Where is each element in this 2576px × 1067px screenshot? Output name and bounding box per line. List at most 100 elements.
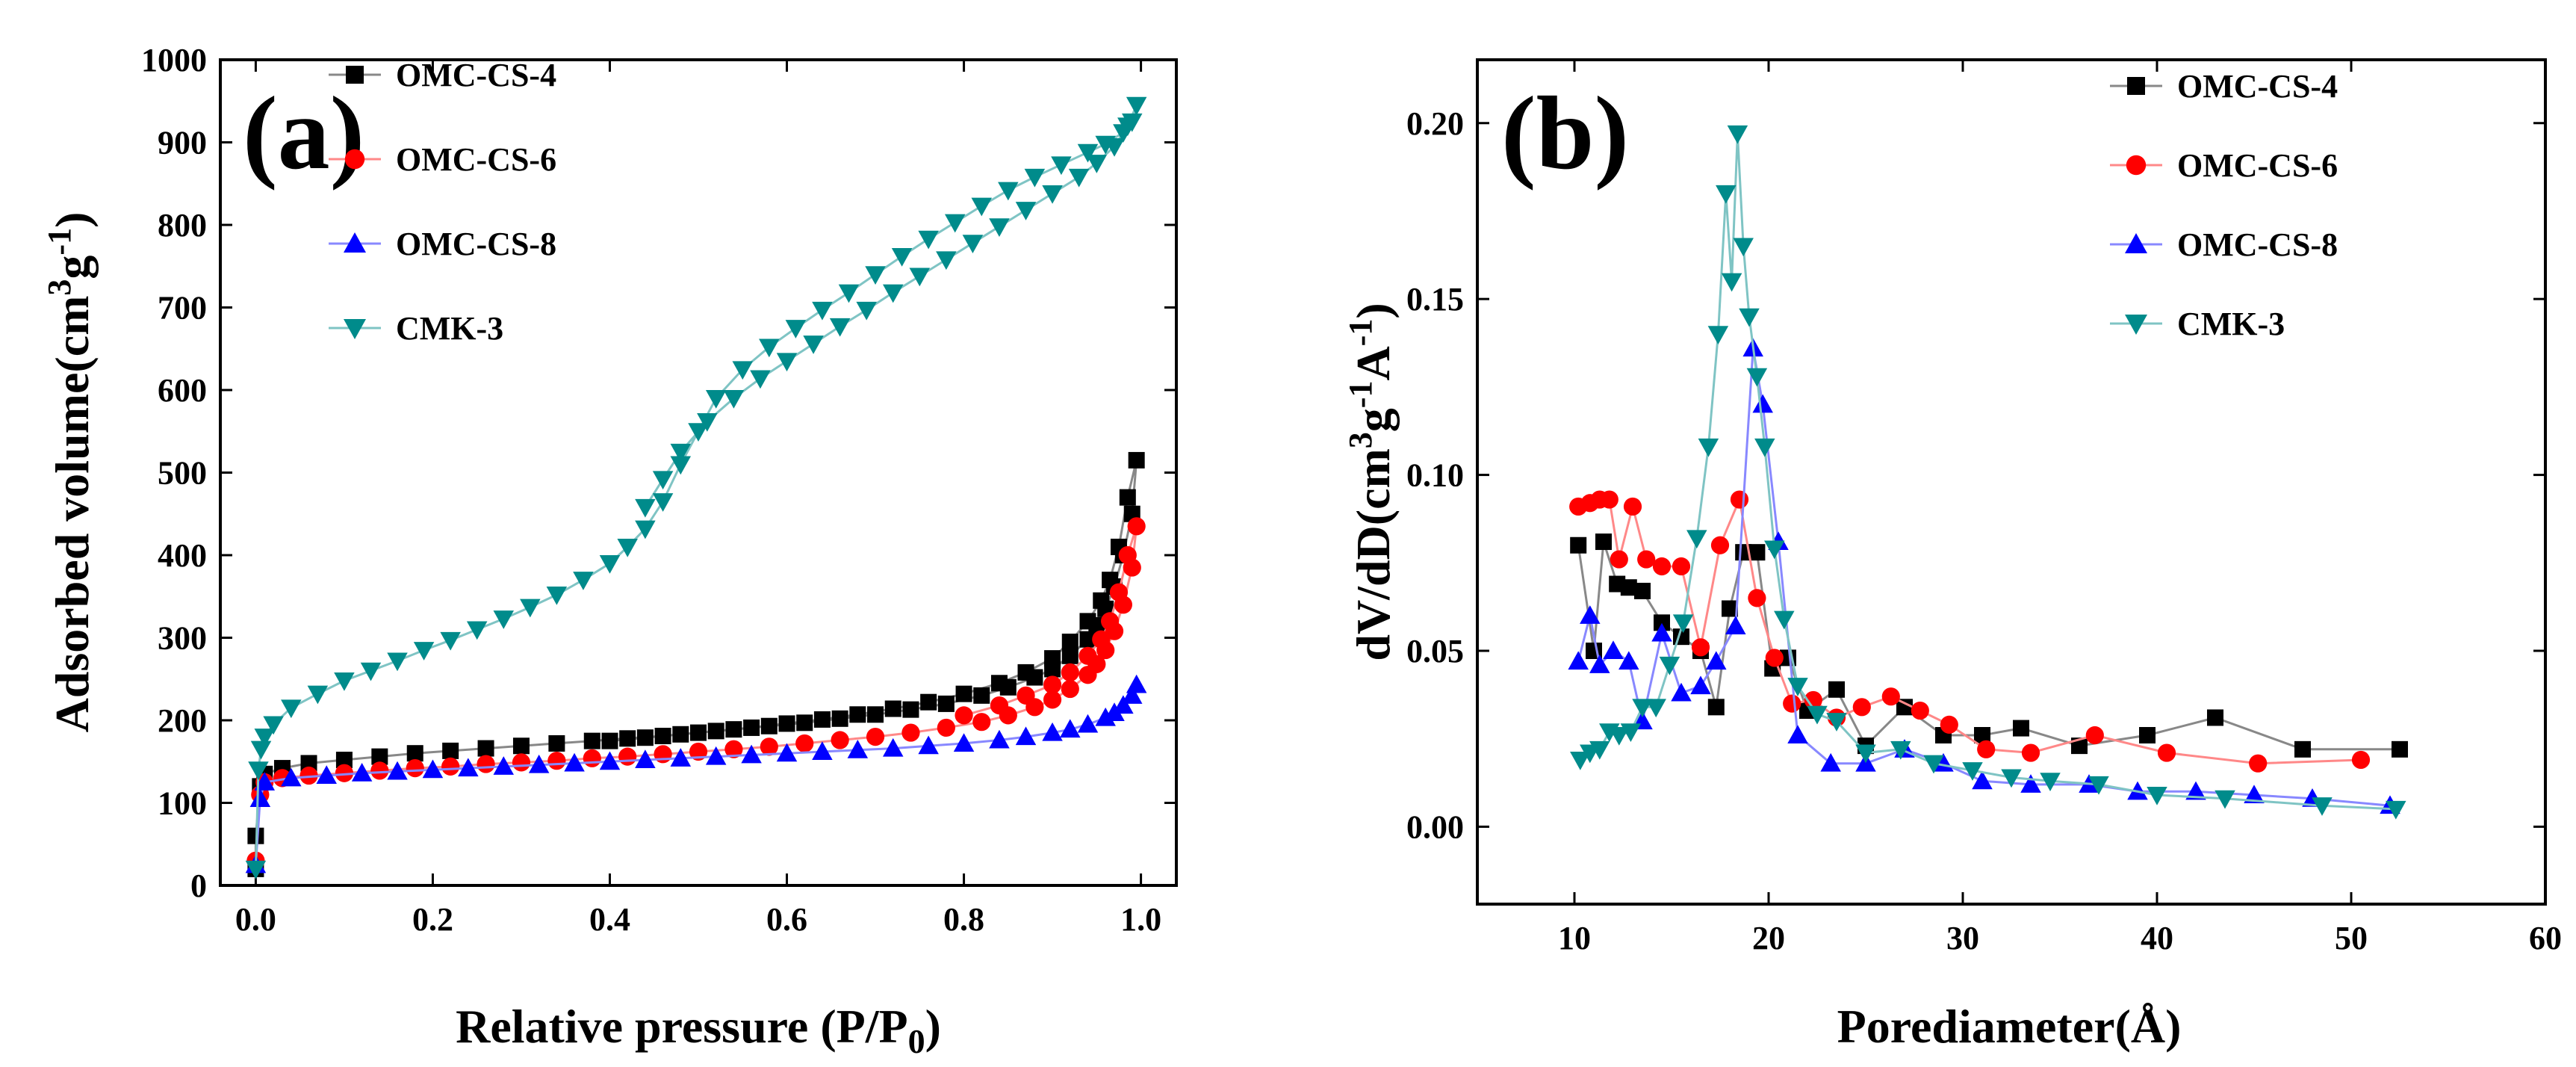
data-point	[690, 724, 707, 741]
data-point	[601, 732, 618, 749]
data-point	[705, 390, 727, 409]
data-point	[723, 390, 745, 409]
x-tick-label: 20	[1752, 920, 1785, 956]
data-point	[937, 695, 955, 712]
data-point	[573, 572, 594, 590]
data-point	[812, 741, 833, 760]
data-point	[1828, 681, 1845, 698]
data-point	[458, 758, 479, 777]
data-point	[618, 747, 637, 766]
x-tick-label: 50	[2335, 920, 2368, 956]
data-point	[1652, 557, 1672, 576]
data-point	[1671, 682, 1692, 702]
data-point	[422, 759, 444, 779]
data-point	[1589, 740, 1610, 760]
data-point	[1923, 755, 1944, 774]
data-point	[528, 754, 550, 773]
data-point	[1783, 694, 1801, 713]
data-point	[1672, 557, 1691, 576]
data-point	[1117, 117, 1138, 137]
x-tick-label: 0.4	[589, 901, 630, 938]
data-point	[493, 610, 515, 629]
y-tick-label: 0.15	[1406, 281, 1464, 318]
y-tick-label: 600	[158, 372, 207, 409]
data-point	[891, 247, 913, 267]
data-point	[520, 599, 541, 618]
data-point	[1710, 536, 1730, 554]
data-point	[989, 729, 1010, 749]
data-point	[1128, 451, 1145, 468]
data-point	[1637, 550, 1656, 569]
data-point	[918, 230, 939, 250]
data-point	[1618, 651, 1639, 670]
data-point	[803, 335, 824, 354]
legend-label: OMC-CS-4	[2177, 68, 2338, 105]
data-point	[759, 338, 780, 358]
data-point	[1787, 678, 1808, 696]
data-point	[2312, 797, 2333, 816]
data-point	[387, 761, 408, 780]
data-point	[316, 765, 337, 785]
legend-label: CMK-3	[396, 310, 503, 347]
data-point	[1706, 651, 1727, 670]
legend-marker	[2127, 77, 2145, 95]
data-point	[1659, 656, 1680, 675]
data-point	[909, 267, 931, 287]
data-point	[990, 675, 1008, 692]
data-point	[882, 284, 904, 303]
data-point	[1595, 534, 1612, 551]
legend-marker	[2125, 233, 2147, 253]
legend-label: OMC-CS-6	[396, 141, 556, 178]
x-tick-label: 30	[1946, 920, 1979, 956]
data-point	[249, 788, 271, 807]
panel-label-a: (a)	[243, 75, 364, 191]
data-point	[1127, 517, 1146, 536]
data-point	[1061, 679, 1079, 699]
data-point	[2215, 790, 2235, 809]
data-point	[1119, 489, 1136, 506]
data-point	[1686, 530, 1707, 549]
data-point	[1051, 156, 1072, 176]
data-point	[387, 652, 408, 672]
data-point	[1972, 770, 1993, 790]
data-point	[1623, 497, 1642, 516]
x-axis-title-a: Relative pressure (P/P0)	[456, 1000, 941, 1060]
data-point	[440, 631, 461, 651]
plot-frame-b	[1476, 58, 2547, 906]
data-point	[1725, 616, 1746, 635]
data-point	[2147, 787, 2167, 805]
data-point	[1079, 613, 1096, 630]
data-point	[1104, 138, 1125, 157]
data-point	[441, 757, 460, 776]
data-point	[796, 714, 813, 732]
panel-b: 10 20 30 40 50 60 0.00 0.05 0.10 0.15 0.20 (b) OMC…	[1342, 58, 2562, 1053]
data-point	[1632, 699, 1653, 718]
data-point	[617, 538, 638, 557]
data-point	[1690, 675, 1711, 695]
data-point	[250, 740, 272, 760]
data-point	[953, 733, 975, 752]
data-point	[1092, 630, 1111, 649]
data-point	[838, 284, 860, 303]
data-point	[1077, 714, 1099, 733]
data-point	[1126, 96, 1147, 116]
series-group-b	[1568, 125, 2408, 820]
data-point	[370, 761, 389, 780]
data-point	[281, 767, 302, 787]
legend-label: OMC-CS-8	[396, 226, 556, 262]
data-point	[1620, 579, 1637, 596]
data-point	[2351, 750, 2371, 770]
data-point	[1716, 185, 1737, 204]
data-point	[1730, 490, 1749, 509]
data-point	[866, 728, 885, 746]
data-point	[1102, 572, 1119, 589]
data-point	[2013, 720, 2029, 737]
data-point	[1765, 649, 1784, 667]
data-point	[636, 729, 654, 746]
data-point	[2392, 740, 2408, 758]
y-tick-label: 0.20	[1406, 105, 1464, 142]
data-point	[1042, 722, 1063, 741]
data-point	[2020, 774, 2041, 793]
data-point	[1610, 550, 1628, 569]
legend-item: CMK-3	[329, 310, 503, 347]
